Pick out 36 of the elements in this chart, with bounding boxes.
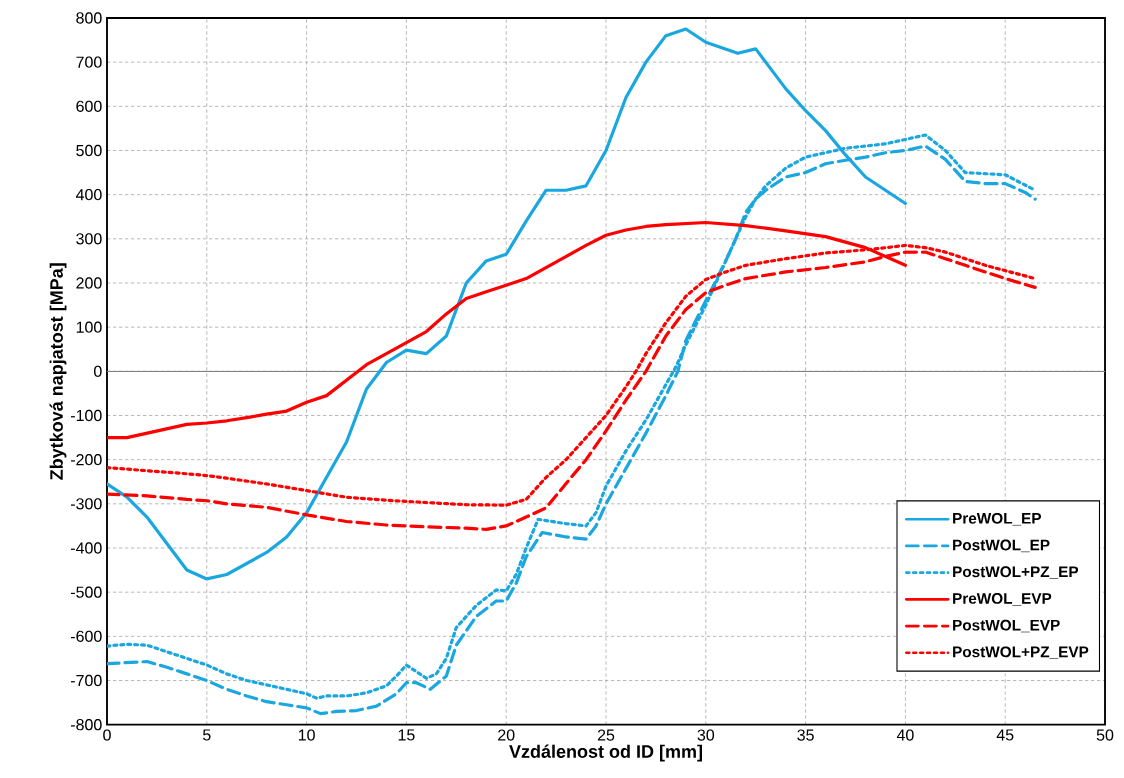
legend-label: PreWOL_EVP <box>953 593 1052 606</box>
y-tick-label: 200 <box>76 277 102 289</box>
y-tick-label: 300 <box>76 233 102 245</box>
x-tick-label: 30 <box>697 729 715 741</box>
x-tick-label: 0 <box>103 729 111 741</box>
y-tick-label: -400 <box>70 542 102 554</box>
x-tick-label: 20 <box>498 729 515 741</box>
x-axis-title: Vzdálenost od ID [mm] <box>509 744 702 762</box>
x-tick-label: 35 <box>797 729 814 741</box>
x-tick-label: 25 <box>597 729 615 741</box>
y-tick-label: -700 <box>70 674 102 687</box>
y-tick-label: -100 <box>70 409 102 422</box>
x-tick-label: 5 <box>203 729 211 741</box>
y-tick-label: -800 <box>70 719 102 731</box>
legend-label: PostWOL+PZ_EVP <box>953 646 1089 659</box>
x-tick-label: 40 <box>896 729 914 741</box>
legend-label: PostWOL_EP <box>953 539 1050 553</box>
legend-label: PostWOL_EVP <box>953 619 1060 633</box>
x-tick-label: 50 <box>1096 729 1114 741</box>
x-tick-label: 45 <box>996 729 1014 741</box>
legend-label: PreWOL_EP <box>953 512 1042 526</box>
y-tick-label: 800 <box>76 12 102 24</box>
y-tick-label: -600 <box>70 630 102 642</box>
y-tick-label: 500 <box>76 144 102 157</box>
x-tick-label: 10 <box>298 729 315 741</box>
y-tick-label: -200 <box>70 454 102 466</box>
y-tick-label: -300 <box>70 498 102 510</box>
y-axis-title: Zbytková napjatost [MPa] <box>49 263 67 480</box>
y-tick-label: 100 <box>76 321 102 333</box>
y-tick-label: 400 <box>75 189 102 201</box>
y-tick-label: 600 <box>76 100 102 112</box>
x-tick-label: 15 <box>398 729 415 741</box>
y-tick-label: 0 <box>94 365 102 377</box>
legend-label: PostWOL+PZ_EP <box>953 566 1079 579</box>
y-tick-label: 700 <box>76 56 102 68</box>
y-tick-label: -500 <box>70 586 102 598</box>
